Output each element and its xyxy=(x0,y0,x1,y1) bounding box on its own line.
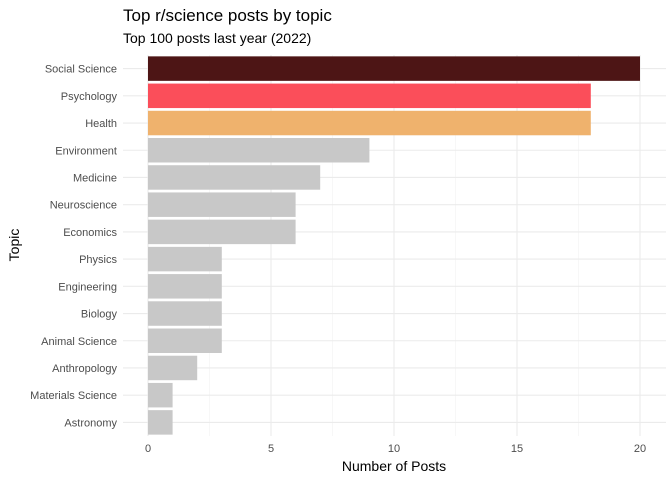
y-tick-label: Biology xyxy=(81,309,118,321)
y-tick-label: Anthropology xyxy=(52,363,117,375)
bar xyxy=(148,56,640,81)
y-tick-label: Physics xyxy=(79,254,117,266)
y-tick-labels: Social Science Psychology Health Environmen… xyxy=(30,64,117,430)
y-tick-label: Health xyxy=(85,118,117,130)
bar xyxy=(148,328,222,353)
x-tick-label: 20 xyxy=(634,443,646,455)
y-tick-label: Materials Science xyxy=(30,390,117,402)
x-axis-title: Number of Posts xyxy=(342,458,446,474)
chart-title: Top r/science posts by topic xyxy=(123,6,332,25)
bar xyxy=(148,83,591,109)
bar xyxy=(148,382,173,408)
bar xyxy=(148,355,198,381)
x-tick-labels: 0 5 10 15 20 xyxy=(145,443,646,455)
bar xyxy=(148,246,222,272)
y-tick-label: Neuroscience xyxy=(50,200,117,212)
y-tick-label: Engineering xyxy=(58,281,117,293)
bar xyxy=(148,410,173,435)
bar xyxy=(148,274,222,299)
x-tick-label: 0 xyxy=(145,443,151,455)
bar xyxy=(148,110,591,136)
bar xyxy=(148,165,321,190)
y-tick-label: Social Science xyxy=(45,64,117,76)
x-tick-label: 10 xyxy=(388,443,400,455)
y-axis-title: Topic xyxy=(6,229,22,262)
y-tick-label: Medicine xyxy=(73,172,117,184)
bars xyxy=(148,56,640,435)
x-tick-label: 5 xyxy=(268,443,274,455)
bar xyxy=(148,301,222,326)
y-tick-label: Economics xyxy=(63,227,117,239)
y-tick-label: Animal Science xyxy=(41,336,117,348)
bar xyxy=(148,192,296,217)
x-tick-label: 15 xyxy=(511,443,523,455)
chart-subtitle: Top 100 posts last year (2022) xyxy=(123,30,311,46)
y-tick-label: Astronomy xyxy=(64,417,117,429)
y-tick-label: Environment xyxy=(55,145,117,157)
y-tick-label: Psychology xyxy=(61,91,118,103)
bar xyxy=(148,138,370,163)
bar xyxy=(148,219,296,245)
